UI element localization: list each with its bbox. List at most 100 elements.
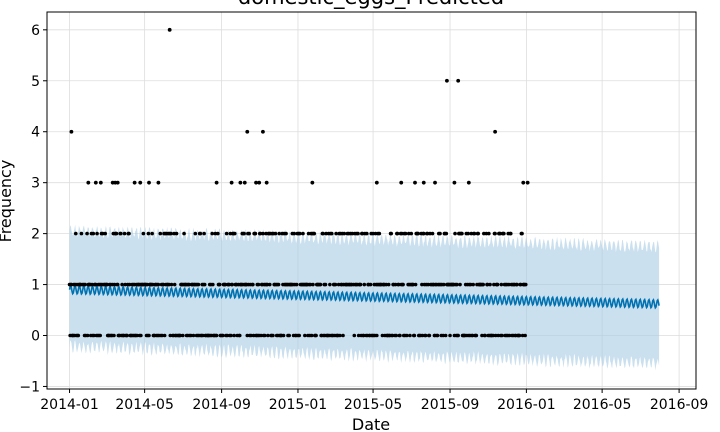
- observed-point: [308, 282, 313, 287]
- observed-point: [384, 282, 389, 287]
- observed-point: [238, 180, 243, 185]
- observed-point: [69, 129, 74, 134]
- observed-point: [105, 282, 109, 287]
- observed-point: [230, 282, 235, 287]
- observed-point: [499, 282, 504, 287]
- observed-point: [500, 333, 504, 338]
- observed-point: [444, 231, 449, 236]
- observed-point: [458, 282, 462, 287]
- observed-point: [493, 129, 497, 134]
- observed-point: [172, 282, 177, 287]
- observed-point: [92, 333, 96, 338]
- observed-point: [229, 333, 233, 338]
- observed-point: [91, 231, 96, 236]
- observed-point: [452, 180, 457, 185]
- observed-point: [445, 78, 449, 83]
- observed-point: [455, 282, 459, 287]
- observed-point: [421, 231, 426, 236]
- observed-point: [396, 282, 401, 287]
- observed-point: [273, 231, 278, 236]
- observed-point: [90, 282, 94, 287]
- observed-point: [85, 231, 89, 236]
- observed-point: [333, 282, 338, 287]
- observed-point: [297, 333, 302, 338]
- observed-point: [423, 333, 428, 338]
- observed-point: [515, 282, 519, 287]
- observed-point: [482, 231, 486, 236]
- observed-point: [266, 333, 270, 338]
- observed-point: [409, 231, 414, 236]
- observed-point: [374, 180, 379, 185]
- observed-point: [488, 282, 492, 287]
- observed-point: [216, 231, 220, 236]
- x-tick-label: 2014-05: [115, 397, 174, 413]
- observed-point: [321, 231, 325, 236]
- observed-point: [468, 282, 473, 287]
- observed-point: [262, 333, 267, 338]
- observed-point: [371, 231, 375, 236]
- observed-point: [360, 231, 365, 236]
- observed-point: [420, 333, 425, 338]
- observed-point: [474, 333, 479, 338]
- observed-point: [408, 333, 412, 338]
- observed-point: [338, 333, 342, 338]
- observed-point: [508, 231, 513, 236]
- observed-point: [181, 333, 185, 338]
- y-tick-label: 2: [31, 227, 40, 243]
- observed-point: [453, 231, 457, 236]
- observed-point: [98, 333, 102, 338]
- observed-point: [141, 231, 146, 236]
- observed-point: [456, 333, 460, 338]
- observed-point: [115, 282, 120, 287]
- observed-point: [189, 333, 193, 338]
- observed-point: [520, 231, 524, 236]
- observed-point: [287, 333, 292, 338]
- observed-point: [167, 27, 172, 32]
- observed-point: [377, 231, 382, 236]
- observed-point: [318, 282, 323, 287]
- observed-point: [395, 231, 400, 236]
- observed-point: [492, 282, 496, 287]
- observed-point: [103, 231, 107, 236]
- observed-point: [438, 231, 442, 236]
- observed-point: [303, 333, 307, 338]
- observed-point: [160, 333, 164, 338]
- observed-point: [249, 333, 253, 338]
- observed-point: [112, 282, 117, 287]
- observed-point: [441, 282, 446, 287]
- observed-point: [294, 282, 299, 287]
- observed-point: [221, 333, 225, 338]
- observed-point: [196, 282, 201, 287]
- observed-point: [361, 333, 366, 338]
- observed-point: [276, 282, 281, 287]
- x-axis-ticks: 2014-01 2014-05 2014-09 2015-01 2015-05 2015-…: [40, 389, 708, 413]
- observed-point: [211, 282, 215, 287]
- observed-point: [466, 231, 470, 236]
- observed-point: [310, 180, 315, 185]
- observed-point: [312, 231, 317, 236]
- observed-point: [496, 333, 501, 338]
- observed-point: [277, 231, 281, 236]
- observed-point: [94, 282, 98, 287]
- observed-point: [187, 282, 191, 287]
- observed-point: [135, 333, 139, 338]
- observed-point: [471, 282, 476, 287]
- observed-point: [406, 231, 411, 236]
- observed-point: [427, 333, 432, 338]
- observed-point: [298, 231, 302, 236]
- observed-point: [420, 282, 424, 287]
- observed-point: [368, 282, 373, 287]
- x-tick-label: 2016-01: [497, 397, 556, 413]
- observed-point: [114, 231, 119, 236]
- observed-point: [76, 333, 81, 338]
- observed-point: [86, 180, 91, 185]
- y-axis-title: Frequency: [0, 160, 15, 243]
- observed-point: [389, 231, 394, 236]
- observed-point: [256, 282, 261, 287]
- observed-point: [228, 231, 233, 236]
- observed-point: [169, 231, 173, 236]
- y-tick-label: 6: [31, 23, 40, 39]
- x-tick-label: 2014-09: [192, 397, 251, 413]
- observed-point: [247, 231, 251, 236]
- observed-point: [413, 282, 418, 287]
